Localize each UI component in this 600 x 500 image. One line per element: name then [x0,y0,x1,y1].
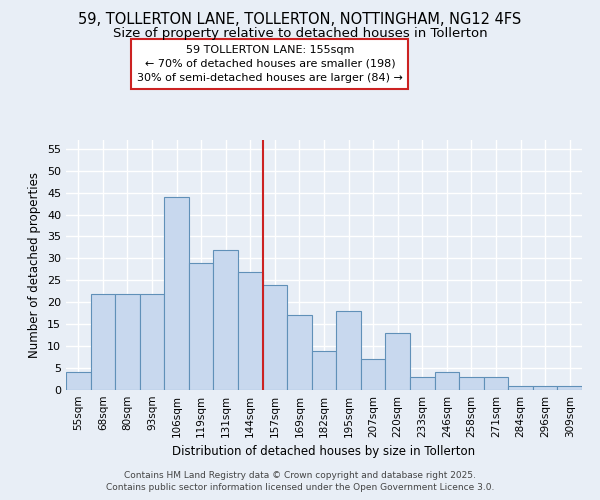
Y-axis label: Number of detached properties: Number of detached properties [28,172,41,358]
Bar [533,386,557,390]
Bar [214,250,238,390]
Bar [115,294,140,390]
X-axis label: Distribution of detached houses by size in Tollerton: Distribution of detached houses by size … [172,446,476,458]
Bar [484,377,508,390]
Bar [434,372,459,390]
Bar [459,377,484,390]
Bar [263,284,287,390]
Bar [91,294,115,390]
Bar [508,386,533,390]
Bar [312,350,336,390]
Bar [557,386,582,390]
Bar [140,294,164,390]
Text: Contains public sector information licensed under the Open Government Licence 3.: Contains public sector information licen… [106,484,494,492]
Bar [336,311,361,390]
Bar [238,272,263,390]
Text: 59, TOLLERTON LANE, TOLLERTON, NOTTINGHAM, NG12 4FS: 59, TOLLERTON LANE, TOLLERTON, NOTTINGHA… [79,12,521,28]
Bar [287,316,312,390]
Bar [66,372,91,390]
Bar [189,263,214,390]
Text: Size of property relative to detached houses in Tollerton: Size of property relative to detached ho… [113,28,487,40]
Bar [164,197,189,390]
Bar [361,360,385,390]
Bar [385,333,410,390]
Text: Contains HM Land Registry data © Crown copyright and database right 2025.: Contains HM Land Registry data © Crown c… [124,471,476,480]
Bar [410,377,434,390]
Text: 59 TOLLERTON LANE: 155sqm
← 70% of detached houses are smaller (198)
30% of semi: 59 TOLLERTON LANE: 155sqm ← 70% of detac… [137,45,403,83]
